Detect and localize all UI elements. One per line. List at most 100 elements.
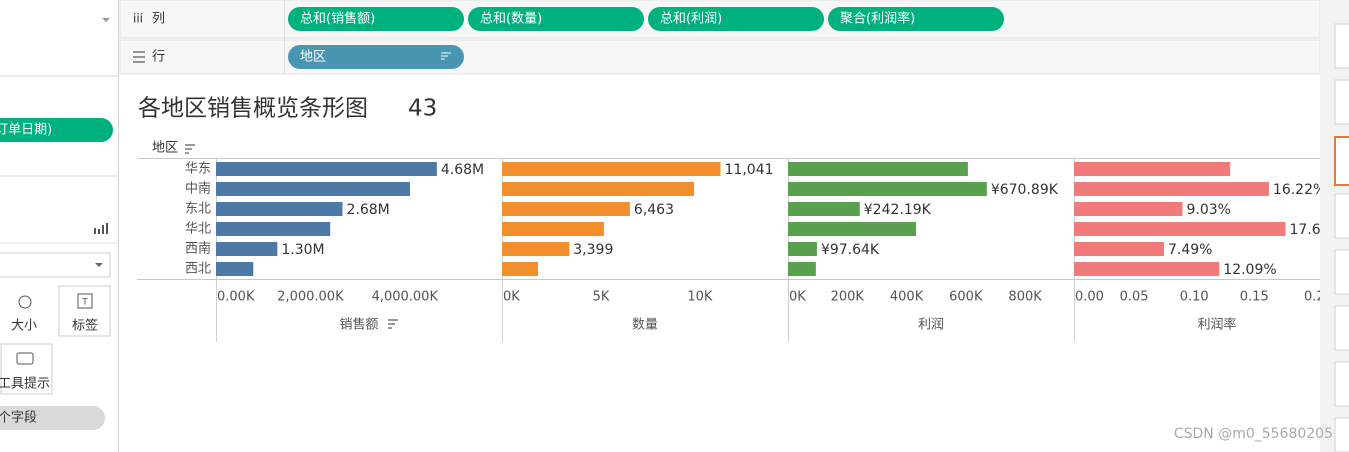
axis-title: 数量 [632,318,658,333]
bar [216,222,331,236]
value-label: 3,399 [573,242,613,258]
button-label: 标签 [72,318,98,334]
pill-text: 地区 [300,50,326,65]
x-tick-label: 2,000.00K [277,290,344,305]
value-label: 1.30M [281,242,324,258]
dropdown-caret[interactable] [102,18,110,22]
value-label: 6,463 [634,202,674,218]
value-label: ¥670.89K [991,182,1059,198]
bar [1074,182,1269,196]
size-icon [18,295,32,309]
row-header: 地区 [152,141,178,156]
show-me-icons [1334,23,1349,452]
x-tick-label: 0.05 [1120,290,1149,305]
bar [502,182,694,196]
x-tick-label: 10K [687,290,713,305]
pill-text: (订单日期) [0,123,52,138]
bar [502,262,539,276]
fields-pill[interactable] [0,406,105,430]
bar [216,182,410,196]
value-label: ¥97.64K [821,242,880,258]
value-label: 9.03% [1187,202,1231,218]
x-tick-label: 800K [1008,290,1042,305]
row-pill[interactable] [288,45,464,69]
shelf-label: 行 [152,50,165,65]
pill-text: 总和(利润) [660,12,722,27]
shelf-icon: iii [133,12,143,26]
date-pill[interactable] [0,118,113,142]
pill-text: 个字段 [0,411,37,426]
bar [788,202,860,216]
bar [1074,222,1286,236]
pill-text: 聚合(利润率) [840,11,915,27]
x-tick-label: 0.10 [1180,290,1209,305]
row-label: 华北 [185,222,211,237]
column-pill[interactable] [828,7,1004,31]
shelf-label: 列 [152,12,165,27]
sort-icon [185,144,195,154]
mark-type-icon [94,223,108,234]
size-button[interactable] [0,285,53,337]
bar [788,242,817,256]
value-label: 16.22% [1273,182,1326,198]
bar [216,202,343,216]
bar [216,262,254,276]
rows-icon [133,51,145,63]
x-tick-label: 4,000.00K [372,290,439,305]
x-tick-label: 0.00K [217,290,255,305]
bar [216,162,437,176]
bar [1074,202,1183,216]
row-label: 东北 [185,202,211,217]
mark-dropdown[interactable] [0,252,111,278]
x-tick-label: 0K [789,290,806,305]
value-label: 7.49% [1168,242,1212,258]
bar [216,242,278,256]
bar [1074,162,1231,176]
x-tick-label: 0.00 [1075,290,1104,305]
bar [788,162,968,176]
left-panel: (订单日期) 大小 T 标签 工具提示 个字段 [0,0,118,452]
column-pill[interactable] [468,7,644,31]
dropdown-caret [95,263,103,267]
x-tick-label: 0K [503,290,520,305]
tooltip-icon [16,352,34,365]
bar [502,242,570,256]
row-label: 中南 [185,181,211,197]
value-label: 4.68M [441,162,484,178]
pill-group: 总和(销售额) 总和(数量) 总和(利润) 聚合(利润率) 地区 [288,7,1004,69]
bar [788,222,917,236]
x-tick-label: 0.15 [1240,290,1269,305]
watermark: CSDN @m0_55680205 [1174,426,1333,442]
bar [502,202,630,216]
axis-title: 利润率 [1197,317,1236,333]
x-tick-label: 0.2 [1304,290,1325,305]
column-pill[interactable] [288,7,464,31]
row-label: 西北 [185,262,211,277]
chart-subtitle: 43 [408,96,437,122]
button-label: 大小 [11,319,37,334]
button-label: 工具提示 [0,376,50,392]
pill-text: 总和(数量) [480,12,542,27]
column-pill[interactable] [648,7,824,31]
chart-title: 各地区销售概览条形图 [138,96,368,122]
bar [1074,262,1220,276]
value-label: ¥242.19K [864,202,932,218]
bar [502,162,721,176]
value-label: 17.6 [1289,222,1320,238]
value-label: 12.09% [1223,262,1276,278]
axis-title: 销售额 [339,317,378,333]
label-icon-t: T [81,298,88,308]
sort-icon [388,319,398,329]
bar [502,222,604,236]
x-tick-label: 400K [890,290,924,305]
bar [788,182,987,196]
pill-text: 总和(销售额) [300,11,375,27]
row-label: 华东 [185,162,211,177]
axis-title: 利润 [918,318,944,333]
tooltip-button[interactable] [0,343,53,395]
x-tick-label: 600K [949,290,983,305]
bar [1074,242,1165,256]
label-icon [77,293,93,309]
